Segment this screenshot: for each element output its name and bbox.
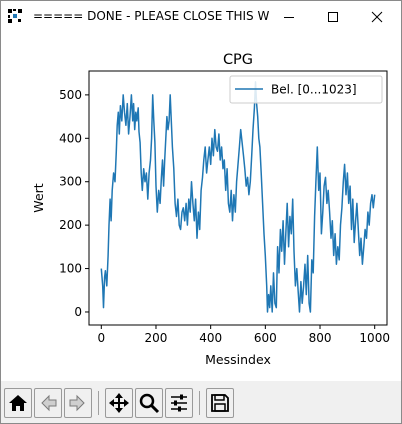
y-tick-label: 400	[59, 131, 82, 145]
forward-arrow-icon	[69, 394, 85, 412]
y-axis-ticks: 0 100 200 300 400 500	[59, 88, 89, 319]
maximize-button[interactable]	[311, 1, 355, 32]
window-title: ===== DONE - PLEASE CLOSE THIS WIN...	[33, 9, 269, 23]
forward-button[interactable]	[64, 388, 92, 418]
x-tick-label: 400	[199, 331, 222, 345]
x-tick-label: 1000	[359, 331, 390, 345]
home-icon	[9, 395, 27, 411]
series-line-0	[100, 81, 376, 313]
minimize-icon	[284, 16, 294, 18]
maximize-icon	[328, 11, 338, 22]
zoom-button[interactable]	[135, 388, 163, 418]
magnifier-icon	[139, 393, 160, 414]
back-arrow-icon	[41, 394, 57, 412]
y-axis-label: Wert	[31, 183, 46, 212]
toolbar-separator	[199, 391, 200, 415]
x-tick-label: 0	[97, 331, 105, 345]
minimize-button[interactable]	[267, 1, 311, 32]
y-tick-label: 0	[74, 305, 82, 319]
line-chart: CPG Messindex Wert 0 200 400 600 800 1000 0 10…	[31, 52, 390, 367]
x-axis-ticks: 0 200 400 600 800 1000	[97, 325, 390, 345]
sliders-icon	[171, 394, 187, 412]
figure-canvas[interactable]: CPG Messindex Wert 0 200 400 600 800 1000 0 10…	[1, 32, 401, 381]
y-tick-label: 100	[59, 262, 82, 276]
legend-label: Bel. [0...1023]	[271, 83, 357, 97]
legend-box	[229, 75, 383, 104]
x-tick-label: 800	[309, 331, 332, 345]
y-tick-label: 500	[59, 88, 82, 102]
close-icon	[371, 11, 383, 22]
pan-button[interactable]	[105, 388, 133, 418]
y-tick-label: 200	[59, 218, 82, 232]
x-tick-label: 600	[254, 331, 277, 345]
legend[interactable]: Bel. [0...1023]	[229, 75, 383, 104]
axes-frame	[88, 70, 388, 326]
floppy-disk-icon	[211, 394, 229, 412]
configure-subplots-button[interactable]	[165, 388, 193, 418]
toolbar-separator	[98, 391, 99, 415]
title-bar[interactable]: ===== DONE - PLEASE CLOSE THIS WIN...	[1, 1, 401, 32]
matplotlib-figure-icon	[7, 8, 23, 24]
move-arrows-icon	[109, 393, 129, 413]
y-tick-label: 300	[59, 175, 82, 189]
navigation-toolbar	[1, 384, 401, 423]
back-button[interactable]	[34, 388, 62, 418]
x-axis-label: Messindex	[205, 352, 271, 367]
save-button[interactable]	[206, 388, 234, 418]
close-button[interactable]	[355, 1, 399, 32]
home-button[interactable]	[4, 388, 32, 418]
x-tick-label: 200	[145, 331, 168, 345]
chart-title: CPG	[223, 52, 253, 68]
